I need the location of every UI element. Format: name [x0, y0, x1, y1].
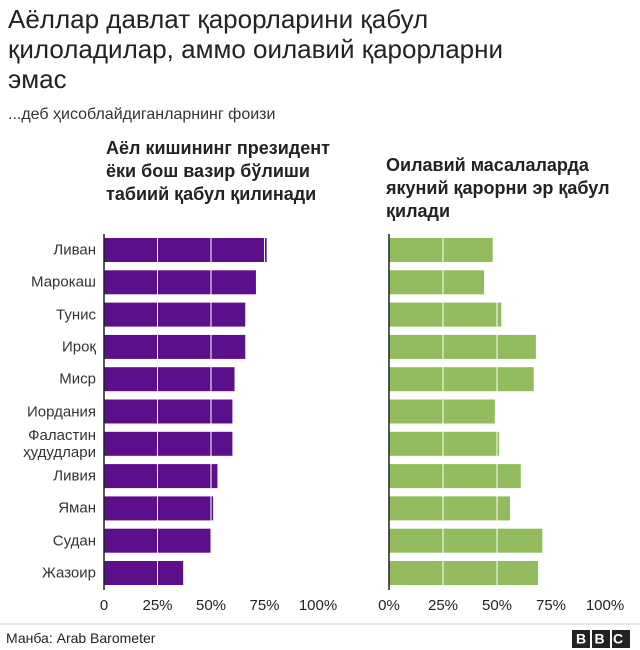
bar: [104, 464, 218, 489]
category-label: Ироқ: [61, 338, 96, 356]
subtitle: ...деб ҳисоблайдиганларнинг фоизи: [8, 106, 276, 123]
category-label: Яман: [58, 499, 96, 517]
x-tick-label: 25%: [142, 597, 172, 614]
bar: [104, 334, 246, 359]
category-label: Судан: [52, 532, 96, 550]
bar: [104, 270, 256, 295]
source: Манба: Arab Barometer: [6, 630, 156, 646]
bar: [389, 334, 536, 359]
bar: [104, 561, 184, 585]
bar: [389, 399, 495, 424]
x-tick-label: 25%: [428, 597, 458, 614]
bar: [389, 496, 510, 521]
x-tick-label: 50%: [482, 597, 512, 614]
logo-box: [612, 630, 630, 648]
category-label: Иордания: [26, 403, 96, 420]
x-tick-label: 0%: [378, 597, 400, 614]
bar: [389, 302, 502, 327]
logo: BBC: [576, 631, 632, 647]
category-label: Ливан: [53, 241, 96, 259]
x-tick-label: 100%: [299, 597, 337, 614]
bar: [104, 302, 246, 327]
x-tick-label: 100%: [586, 597, 624, 614]
x-tick-label: 75%: [536, 597, 566, 614]
bar: [104, 431, 233, 456]
x-tick-label: 75%: [249, 597, 279, 614]
bar: [104, 496, 214, 521]
bar: [104, 399, 233, 424]
bar: [389, 528, 543, 553]
category-label: Фаластин ҳудудлари: [23, 426, 96, 461]
x-tick-label: 0: [100, 597, 108, 614]
logo-box: [592, 630, 610, 648]
title: Аёллар давлат қарорларини қабул қилолади…: [8, 4, 504, 94]
panel-title: Оилавий масалаларда якуний қарорни эр қа…: [386, 155, 610, 221]
x-tick-label: 50%: [196, 597, 226, 614]
bar: [104, 238, 267, 262]
panel-title: Аёл кишининг президент ёки бош вазир бўл…: [106, 138, 330, 204]
bar: [389, 561, 539, 585]
logo-box: [572, 630, 590, 648]
bar: [389, 367, 534, 392]
bar: [104, 367, 235, 392]
bar: [389, 464, 521, 489]
bar: [389, 431, 500, 456]
category-label: Марокаш: [31, 273, 96, 291]
category-label: Тунис: [56, 306, 96, 324]
category-label: Миср: [59, 370, 96, 388]
category-label: Ливия: [53, 467, 96, 485]
bar: [389, 238, 493, 262]
bar: [389, 270, 485, 295]
category-label: Жазоир: [42, 564, 96, 582]
